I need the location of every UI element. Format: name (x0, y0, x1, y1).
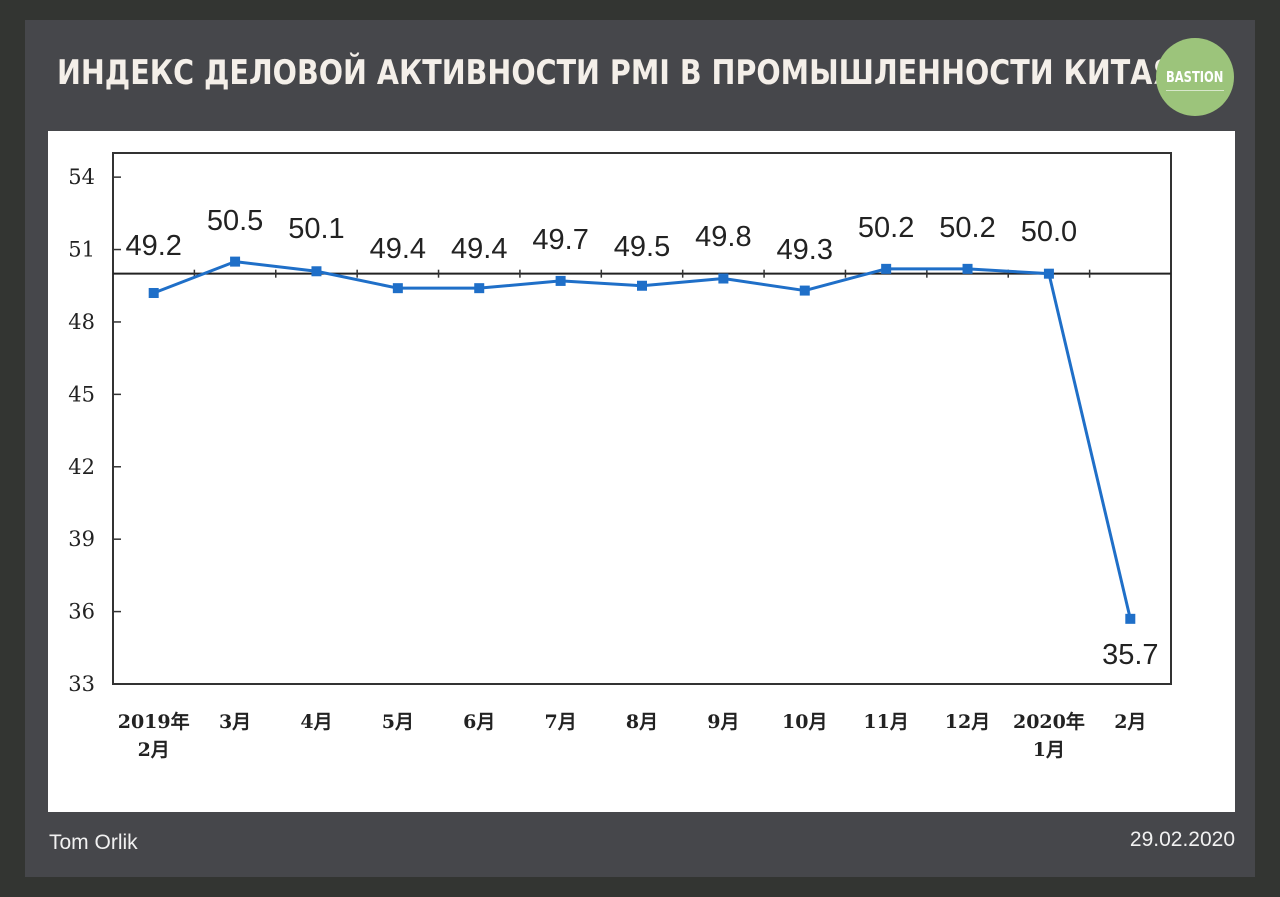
data-point (637, 280, 647, 291)
data-point (392, 283, 403, 294)
data-label: 49.3 (777, 234, 833, 266)
y-tick-label: 36 (68, 600, 95, 624)
data-label: 50.2 (858, 212, 914, 244)
data-point (148, 287, 159, 298)
y-tick-label: 51 (68, 238, 95, 262)
x-tick-label: 2020年 (1013, 710, 1085, 733)
y-tick-label: 39 (68, 527, 95, 551)
pmi-line-chart: 33 36 39 42 45 48 51 54 2019年 2月 3月 4月 5月 6月 7月 8月 9月 10月… (68, 152, 1172, 761)
plot-frame (112, 152, 1172, 685)
data-label: 49.7 (532, 224, 588, 256)
x-tick-label: 8月 (626, 711, 658, 733)
logo-text: BASTION (1166, 68, 1224, 86)
y-tick-label: 45 (68, 382, 95, 406)
data-point (311, 266, 322, 277)
x-tick-label: 3月 (219, 711, 251, 733)
data-label: 49.2 (125, 230, 181, 262)
data-label: 49.4 (451, 233, 507, 265)
chart-card: ИНДЕКС ДЕЛОВОЙ АКТИВНОСТИ PMI В ПРОМЫШЛЕ… (25, 20, 1255, 877)
data-label: 50.5 (207, 205, 263, 237)
y-tick-label: 48 (68, 310, 95, 334)
data-point (718, 273, 729, 284)
data-label: 49.5 (614, 231, 670, 263)
x-tick-label: 11月 (863, 711, 908, 733)
x-tick-label: 2019年 (118, 710, 190, 733)
chart-panel: 33 36 39 42 45 48 51 54 2019年 2月 3月 4月 5月 6月 7月 8月 9月 10月… (48, 131, 1235, 812)
data-label: 49.8 (695, 221, 751, 253)
y-tick-label: 54 (68, 165, 95, 189)
x-tick-label: 9月 (707, 711, 739, 733)
author-credit: Tom Orlik (49, 831, 138, 854)
x-tick-label: 4月 (300, 711, 332, 733)
x-tick-label: 2月 (138, 739, 170, 761)
x-tick-label: 6月 (463, 711, 495, 733)
x-tick-label: 1月 (1033, 739, 1065, 761)
logo-rule (1166, 90, 1224, 91)
publish-date: 29.02.2020 (1129, 828, 1235, 851)
bastion-logo: BASTION (1156, 38, 1234, 116)
data-point (799, 285, 810, 296)
y-tick-label: 33 (68, 672, 95, 696)
data-label: 50.2 (939, 212, 995, 244)
data-label: 35.7 (1102, 639, 1158, 671)
x-tick-label: 5月 (382, 711, 414, 733)
data-point (474, 283, 485, 294)
data-label: 50.1 (288, 213, 344, 245)
data-point (881, 263, 892, 274)
page-title: ИНДЕКС ДЕЛОВОЙ АКТИВНОСТИ PMI В ПРОМЫШЛЕ… (57, 53, 1175, 93)
x-tick-label: 7月 (544, 711, 576, 733)
data-point (230, 256, 241, 267)
data-label: 50.0 (1021, 216, 1077, 248)
x-tick-label: 10月 (782, 711, 827, 733)
data-point (1125, 613, 1136, 624)
series-line (153, 260, 1132, 620)
data-point (555, 275, 566, 286)
data-label: 49.4 (370, 233, 426, 265)
data-point (962, 263, 973, 274)
x-tick-label: 12月 (945, 711, 990, 733)
y-tick-label: 42 (68, 455, 95, 479)
x-tick-label: 2月 (1114, 711, 1146, 733)
data-point (1043, 268, 1054, 279)
